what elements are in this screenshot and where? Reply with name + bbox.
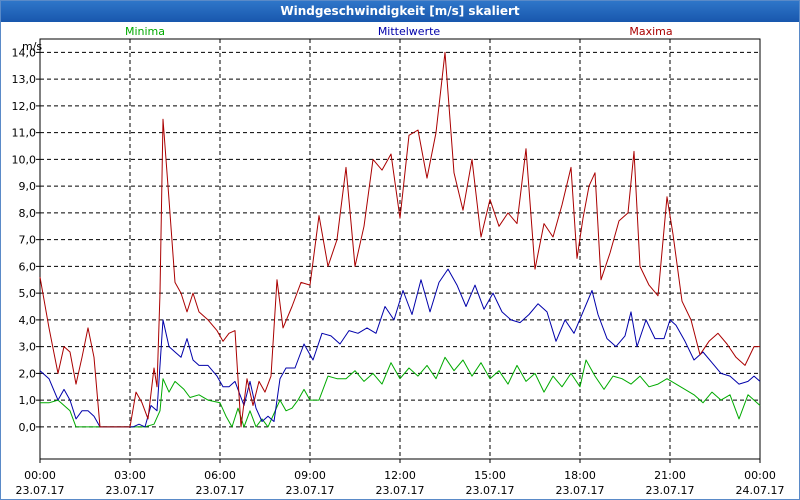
series-line-maxima bbox=[39, 51, 760, 428]
y-tick-label: 5,0 bbox=[19, 287, 37, 300]
series-line-mittelwerte bbox=[39, 268, 761, 428]
y-tick-label: 3,0 bbox=[19, 341, 37, 354]
x-tick-time-label: 09:00 bbox=[294, 469, 326, 482]
grid bbox=[40, 39, 760, 459]
y-tick-label: 6,0 bbox=[19, 260, 37, 273]
y-tick-label: 7,0 bbox=[19, 234, 37, 247]
x-tick-date-label: 23.07.17 bbox=[106, 484, 155, 497]
series-line-minima bbox=[40, 356, 761, 428]
x-tick-date-label: 23.07.17 bbox=[376, 484, 425, 497]
x-tick-date-label: 23.07.17 bbox=[16, 484, 65, 497]
x-tick-date-label: 23.07.17 bbox=[646, 484, 695, 497]
legend-minima: Minima bbox=[125, 25, 165, 38]
x-tick-time-label: 21:00 bbox=[654, 469, 686, 482]
legend-mittelwerte: Mittelwerte bbox=[378, 25, 441, 38]
y-tick-label: 11,0 bbox=[12, 127, 37, 140]
y-tick-label: 1,0 bbox=[19, 394, 37, 407]
y-tick-label: 10,0 bbox=[12, 153, 37, 166]
y-tick-label: 4,0 bbox=[19, 314, 37, 327]
y-tick-label: 2,0 bbox=[19, 367, 37, 380]
y-axis-ticks: 0,0 1,0 2,0 3,0 4,0 5,0 6,0 7,0 8,0 9,0 10,0 11,0 12… bbox=[12, 46, 40, 434]
x-tick-date-label: 24.07.17 bbox=[736, 484, 785, 497]
x-tick-date-label: 23.07.17 bbox=[196, 484, 245, 497]
x-tick-time-label: 06:00 bbox=[204, 469, 236, 482]
x-tick-time-label: 03:00 bbox=[114, 469, 146, 482]
y-tick-label: 0,0 bbox=[19, 421, 37, 434]
x-tick-time-label: 00:00 bbox=[24, 469, 56, 482]
x-tick-time-label: 18:00 bbox=[564, 469, 596, 482]
x-tick-time-label: 12:00 bbox=[384, 469, 416, 482]
x-tick-date-label: 23.07.17 bbox=[466, 484, 515, 497]
y-tick-label: 13,0 bbox=[12, 73, 37, 86]
series-lines bbox=[39, 51, 761, 428]
x-tick-time-label: 00:00 bbox=[744, 469, 776, 482]
x-tick-date-label: 23.07.17 bbox=[286, 484, 335, 497]
chart-title: Windgeschwindigkeit [m/s] skaliert bbox=[1, 1, 799, 22]
x-axis-ticks: 00:00 23.07.17 03:00 23.07.17 06:00 23.07.17 0… bbox=[16, 459, 785, 497]
y-tick-label: 12,0 bbox=[12, 100, 37, 113]
x-tick-time-label: 15:00 bbox=[474, 469, 506, 482]
y-tick-label: 14,0 bbox=[12, 46, 37, 59]
y-tick-label: 9,0 bbox=[19, 180, 37, 193]
x-tick-date-label: 23.07.17 bbox=[556, 484, 605, 497]
y-tick-label: 8,0 bbox=[19, 207, 37, 220]
legend-maxima: Maxima bbox=[629, 25, 672, 38]
y-axis-label: m/s bbox=[22, 40, 42, 53]
